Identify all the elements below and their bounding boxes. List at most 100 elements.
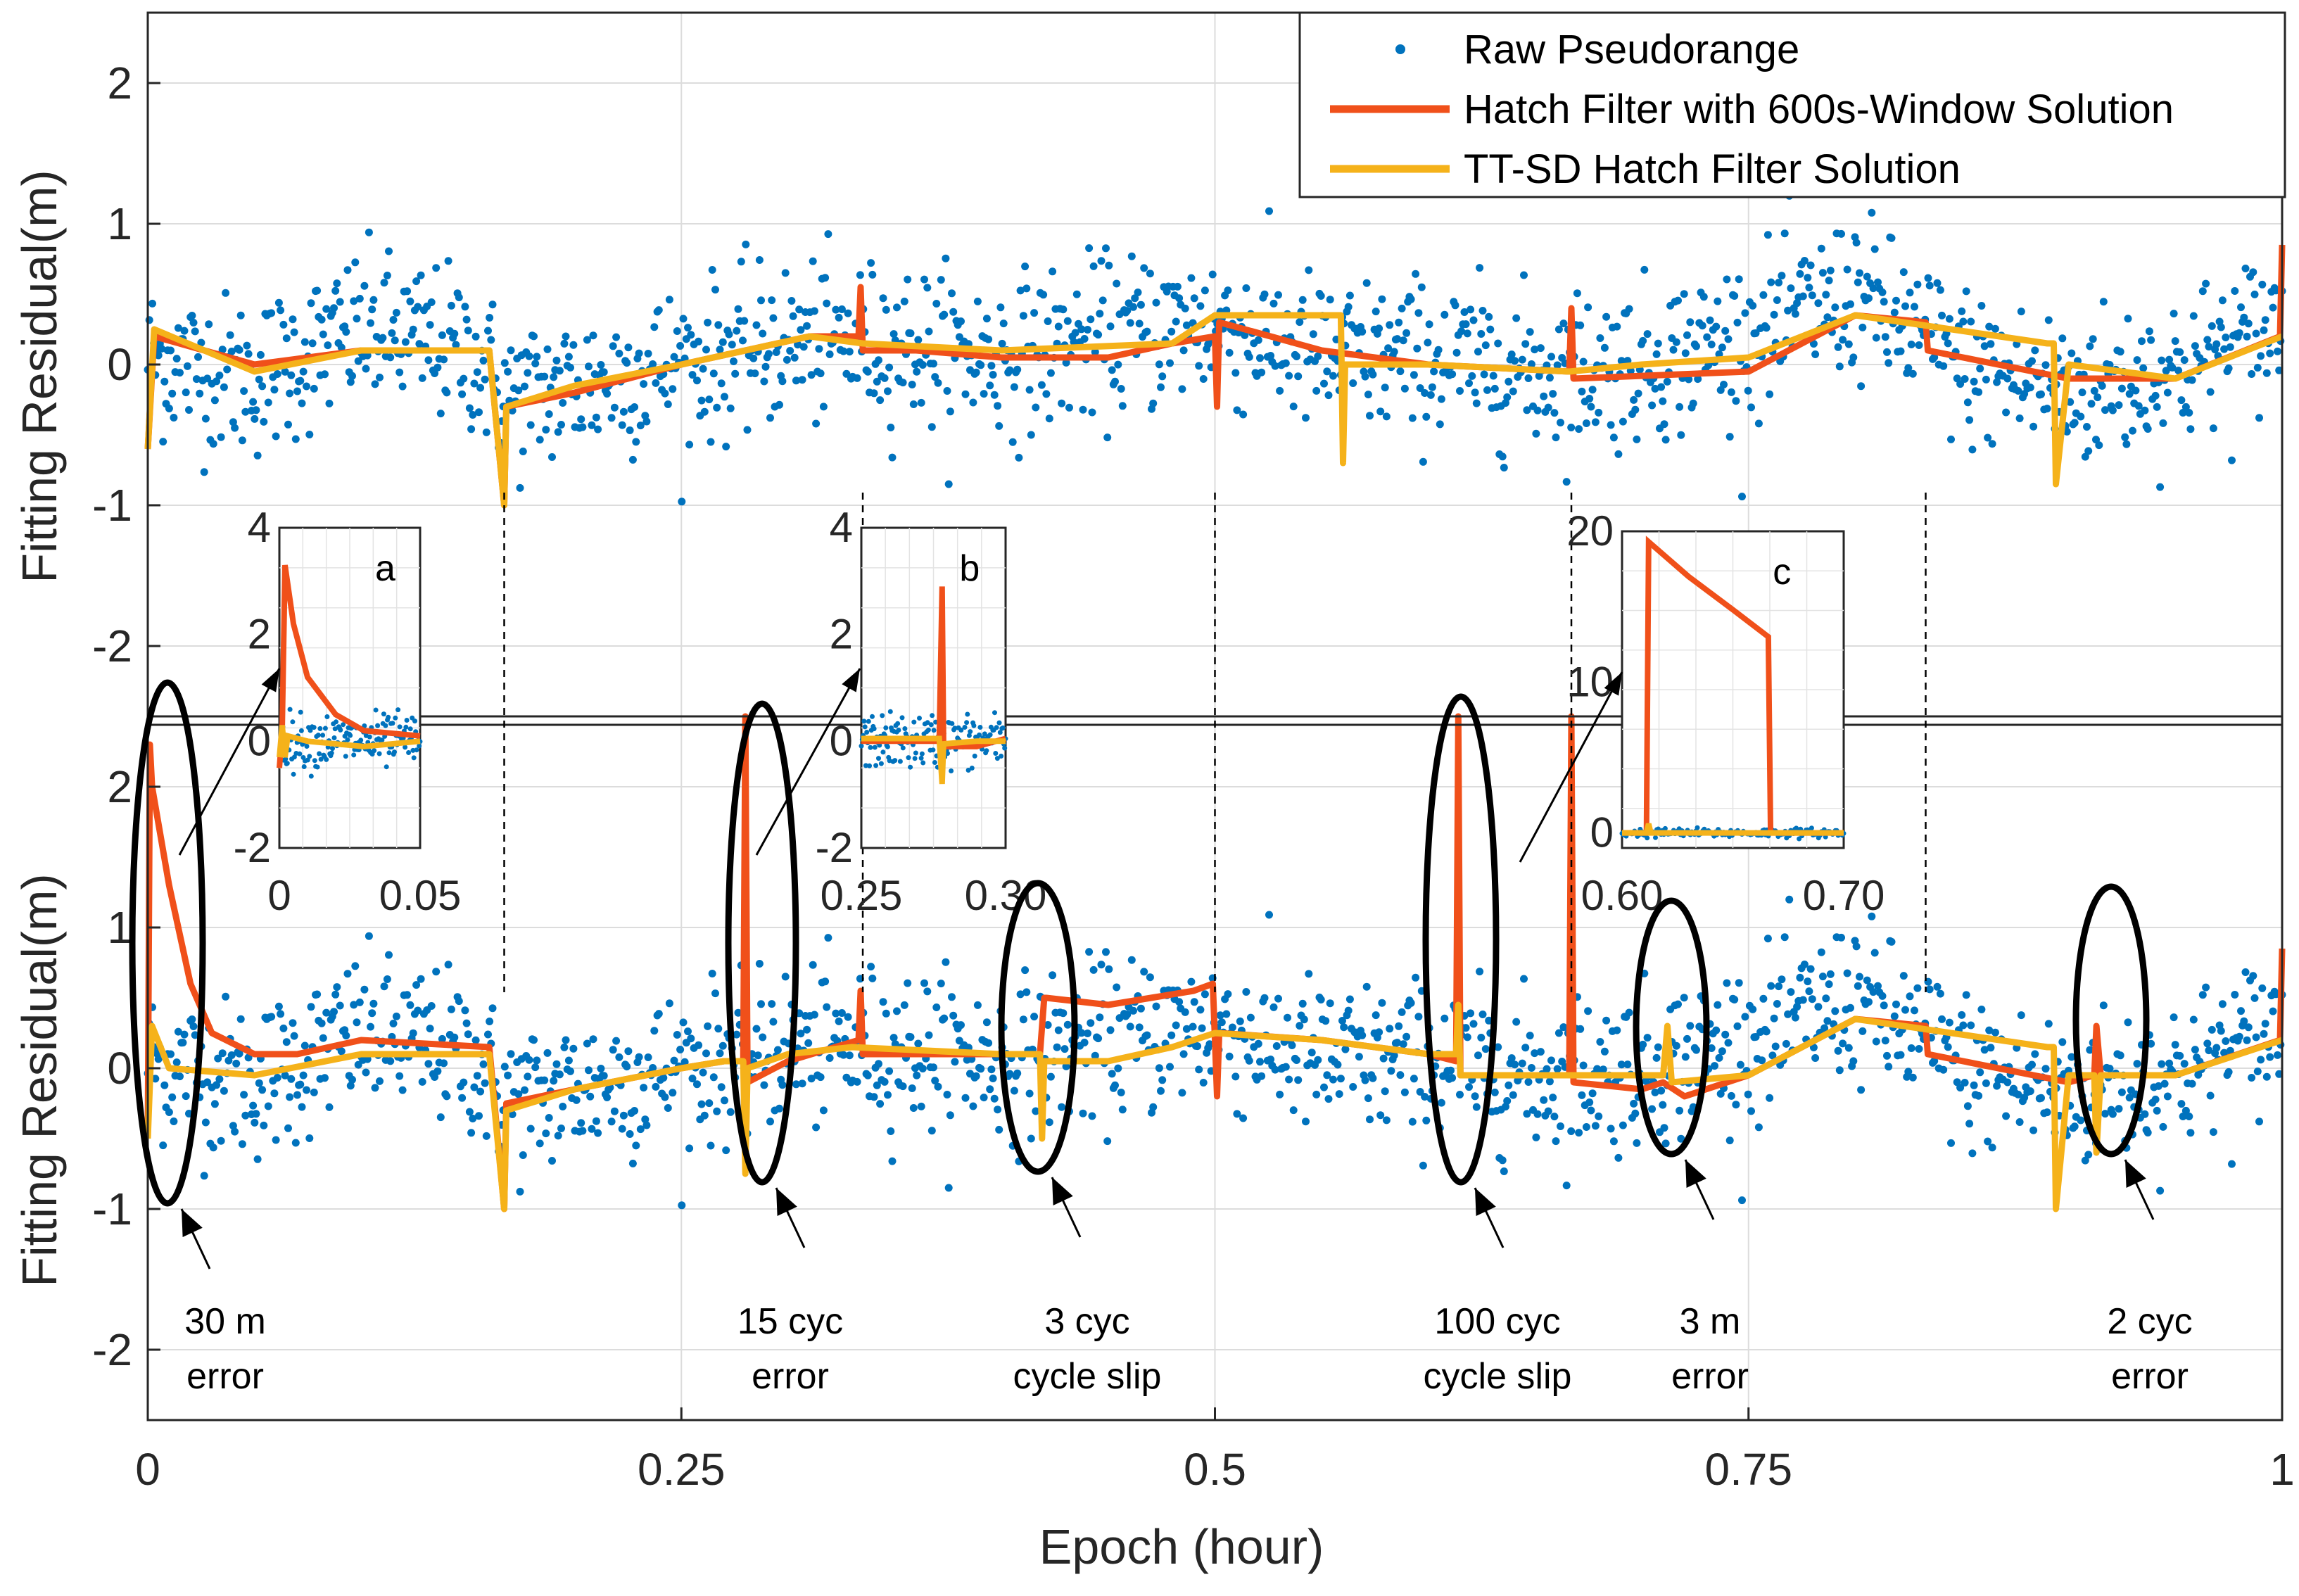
raw-point [424, 356, 433, 365]
raw-point [1857, 382, 1866, 391]
raw-point [350, 297, 358, 305]
raw-point [1447, 1066, 1455, 1075]
raw-point [258, 1086, 267, 1094]
raw-point [2180, 356, 2189, 365]
raw-point [659, 1074, 668, 1082]
inset-ttsd-line [1622, 823, 1844, 836]
annotation-label-line2: error [2111, 1356, 2189, 1397]
raw-point [507, 1050, 515, 1058]
raw-point [1712, 1026, 1721, 1034]
raw-point [1448, 370, 1457, 379]
raw-point [733, 1030, 741, 1039]
raw-point [1201, 286, 1209, 295]
raw-point [201, 414, 210, 423]
inset-raw-point [308, 728, 313, 733]
raw-point [1907, 341, 1915, 348]
raw-point [2257, 352, 2265, 360]
raw-point [835, 1017, 843, 1025]
raw-point [2129, 426, 2136, 435]
raw-point [461, 303, 469, 311]
raw-point [1961, 375, 1969, 383]
inset-raw-point [386, 714, 391, 720]
raw-point [798, 376, 806, 384]
raw-point [807, 1075, 816, 1083]
raw-point [2066, 398, 2075, 406]
raw-point [560, 1043, 569, 1051]
raw-point [475, 1112, 483, 1120]
raw-point [552, 356, 561, 365]
raw-point [1463, 329, 1471, 338]
raw-point [1970, 1081, 1978, 1089]
raw-point [914, 1039, 923, 1048]
raw-point [388, 329, 396, 337]
raw-point [816, 369, 825, 378]
raw-point [995, 1125, 1003, 1134]
raw-point [2081, 452, 2089, 461]
inset-raw-point [969, 766, 975, 771]
raw-point [531, 360, 540, 368]
raw-point [1770, 310, 1778, 319]
raw-point [740, 317, 749, 325]
raw-point [882, 305, 890, 314]
raw-point [1016, 286, 1025, 295]
raw-point [1865, 294, 1873, 303]
raw-point [949, 1011, 958, 1020]
raw-point [615, 349, 623, 357]
raw-point [1025, 1089, 1034, 1098]
raw-point [1105, 965, 1113, 973]
raw-point [1977, 1006, 1986, 1013]
raw-point [2258, 280, 2267, 289]
inset-raw-point [322, 726, 328, 731]
raw-point [194, 353, 202, 361]
raw-point [932, 1003, 941, 1011]
raw-point [1317, 292, 1325, 300]
raw-point [2158, 1060, 2166, 1068]
raw-point [1085, 948, 1094, 956]
raw-point [279, 320, 288, 329]
raw-point [2248, 1074, 2256, 1082]
raw-point [427, 298, 436, 306]
annotation-label-line1: 30 m [184, 1301, 266, 1342]
inset-raw-point [900, 745, 906, 751]
raw-point [769, 1018, 778, 1026]
raw-point [2218, 296, 2227, 305]
raw-point [273, 1074, 281, 1082]
raw-point [1982, 375, 1990, 384]
raw-point [550, 373, 558, 381]
raw-point [1614, 1153, 1623, 1162]
inset-raw-point [872, 745, 878, 750]
raw-point [1355, 1053, 1363, 1061]
raw-point [1329, 1075, 1337, 1084]
annotation-ellipse [129, 679, 206, 1207]
raw-point [1811, 1054, 1820, 1062]
inset-raw-point [867, 763, 873, 768]
raw-point [2170, 310, 2178, 318]
raw-point [1481, 1045, 1490, 1053]
raw-point [1630, 1099, 1638, 1108]
raw-point [1663, 377, 1671, 386]
raw-point [469, 1115, 477, 1122]
raw-point [940, 1014, 949, 1022]
raw-point [325, 399, 334, 407]
raw-point [1595, 408, 1603, 417]
raw-point [1378, 295, 1386, 303]
raw-point [2202, 983, 2210, 992]
raw-point [218, 1049, 227, 1058]
raw-point [2063, 427, 2071, 436]
inset-raw-point [414, 747, 419, 753]
raw-point [994, 1106, 1002, 1114]
raw-point [1809, 340, 1818, 348]
inset-raw-point [925, 727, 931, 733]
raw-point [792, 376, 800, 385]
raw-point [996, 303, 1005, 312]
raw-point [1648, 401, 1657, 410]
raw-point [1080, 335, 1089, 343]
raw-point [524, 1072, 532, 1081]
raw-point [470, 379, 479, 388]
raw-point [937, 276, 945, 284]
raw-point [559, 399, 567, 407]
inset-raw-point [862, 724, 868, 730]
raw-point [1413, 344, 1421, 353]
raw-point [1421, 1093, 1429, 1101]
inset-raw-point [1002, 745, 1008, 751]
